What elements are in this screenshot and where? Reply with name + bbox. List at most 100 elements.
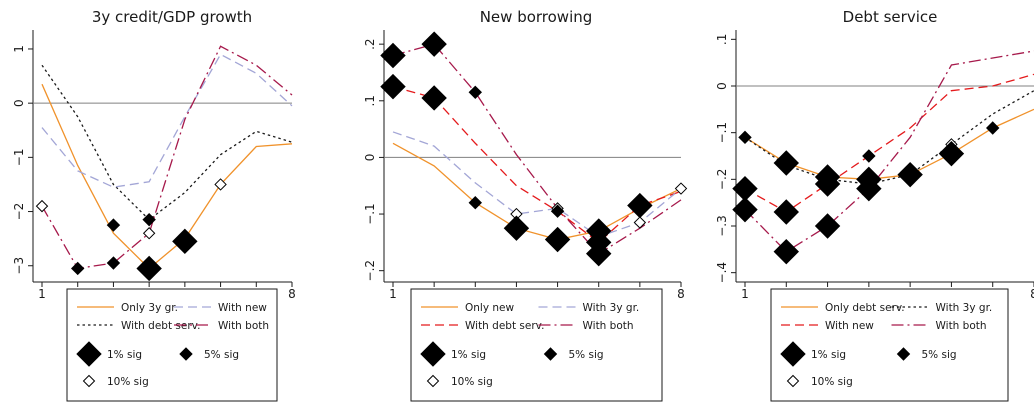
series-line-1: [41, 83, 293, 270]
sig-marker-5pct: [862, 149, 876, 163]
chart-title: Debt service: [843, 8, 938, 26]
legend-sig-5pct-label: 5% sig: [922, 349, 957, 361]
legend-sig-1pct-icon: [76, 341, 102, 367]
legend: Only new With 3y gr. With debt serv. With b…: [410, 288, 663, 402]
legend-label: Only new: [465, 302, 515, 314]
y-tick-label: −2: [12, 203, 26, 221]
y-tick-label: 0: [715, 82, 729, 90]
y-tick-label: .2: [363, 38, 377, 49]
legend-sig-1pct-label: 1% sig: [811, 349, 846, 361]
y-tick-label: 0: [12, 99, 26, 107]
sig-marker-1pct: [421, 31, 447, 57]
sig-marker-5pct: [142, 212, 156, 227]
chart-title: New borrowing: [480, 8, 593, 26]
legend-sig-10pct-label: 10% sig: [451, 376, 493, 388]
sig-marker-1pct: [544, 226, 571, 253]
legend-sig-5pct-icon: [179, 347, 193, 361]
series-line-3: [392, 131, 682, 238]
sig-marker-1pct: [172, 228, 198, 255]
sig-marker-10pct: [142, 227, 156, 240]
y-tick-label: −.2: [715, 169, 729, 191]
chart-panel-3: Debt service.10−.1−.2−.3−.412345678Horiz…: [715, 8, 1034, 402]
legend-label: With new: [218, 302, 267, 314]
legend-sig-1pct-icon: [420, 341, 446, 367]
series-line-2: [744, 73, 1034, 213]
legend-sig-5pct-label: 5% sig: [569, 349, 604, 361]
x-tick-label: 1: [38, 287, 46, 301]
sig-marker-10pct: [214, 178, 227, 191]
legend-sig-10pct-icon: [82, 374, 96, 388]
legend-label: With both: [936, 320, 987, 332]
legend-sig-10pct-label: 10% sig: [811, 376, 853, 388]
sig-marker-1pct: [814, 213, 841, 239]
sig-marker-5pct: [71, 261, 85, 276]
y-tick-label: .1: [363, 95, 377, 106]
legend-sig-5pct-icon: [543, 347, 558, 361]
sig-marker-5pct: [106, 256, 121, 270]
legend-label: With both: [583, 320, 634, 332]
x-tick-label: 8: [677, 287, 685, 301]
sig-marker-5pct: [738, 130, 752, 145]
sig-marker-10pct: [674, 182, 688, 195]
legend: Only debt serv. With 3y gr. With new With b…: [770, 288, 1009, 402]
sig-marker-5pct: [550, 204, 565, 218]
sig-marker-1pct: [136, 255, 162, 282]
series-line-2: [392, 86, 682, 244]
series-line-4: [41, 45, 293, 270]
y-tick-label: −.2: [363, 260, 377, 282]
legend-label: With debt serv.: [121, 320, 200, 332]
x-tick-label: 1: [741, 287, 749, 301]
legend-sig-10pct-icon: [426, 374, 440, 388]
series-line-2: [41, 64, 293, 221]
x-tick-label: 1: [389, 287, 397, 301]
y-tick-label: .1: [715, 34, 729, 45]
sig-marker-1pct: [586, 240, 612, 267]
sig-marker-5pct: [986, 121, 1000, 135]
legend-label: With debt serv.: [465, 320, 544, 332]
sig-marker-1pct: [627, 192, 653, 219]
legend-label: With new: [825, 320, 874, 332]
legend-sig-10pct-label: 10% sig: [107, 376, 149, 388]
legend-box: [770, 288, 1009, 402]
series-line-4: [392, 43, 682, 255]
legend-label: With both: [218, 320, 269, 332]
series-line-3: [41, 53, 293, 188]
y-tick-label: −3: [12, 257, 26, 275]
y-tick-label: −.4: [715, 262, 729, 284]
chart-panel-2: New borrowing.2.10−.1−.212345678HorizonO…: [363, 8, 688, 402]
y-tick-label: −.1: [363, 203, 377, 225]
y-tick-label: −.1: [715, 122, 729, 144]
sig-marker-1pct: [938, 140, 965, 167]
chart-title: 3y credit/GDP growth: [92, 8, 252, 26]
y-tick-label: 0: [363, 154, 377, 162]
y-tick-label: 1: [12, 45, 26, 53]
sig-marker-1pct: [732, 196, 758, 223]
y-tick-label: −.3: [715, 215, 729, 237]
sig-marker-1pct: [380, 42, 406, 69]
sig-marker-5pct: [468, 196, 482, 210]
legend-sig-5pct-icon: [896, 347, 911, 361]
sig-marker-1pct: [503, 215, 530, 241]
sig-marker-10pct: [633, 216, 647, 229]
legend-box: [410, 288, 663, 402]
y-tick-label: −1: [12, 149, 26, 167]
legend: Only 3y gr. With new With debt serv. With b…: [66, 288, 278, 402]
legend-label: Only 3y gr.: [121, 302, 178, 314]
legend-sig-1pct-label: 1% sig: [451, 349, 486, 361]
legend-label: With 3y gr.: [936, 302, 993, 314]
sig-marker-1pct: [773, 238, 799, 265]
sig-marker-5pct: [106, 218, 121, 232]
x-tick-label: 8: [288, 287, 296, 301]
legend-label: With 3y gr.: [583, 302, 640, 314]
sig-marker-1pct: [773, 199, 799, 225]
legend-label: Only debt serv.: [825, 302, 905, 314]
sig-marker-1pct: [897, 161, 923, 188]
chart-panel-1: 3y credit/GDP growth10−1−2−312345678Hori…: [12, 8, 296, 402]
sig-marker-1pct: [856, 175, 882, 202]
legend-sig-10pct-icon: [786, 374, 800, 388]
sig-marker-10pct: [35, 199, 49, 213]
sig-marker-1pct: [814, 171, 841, 197]
legend-sig-1pct-icon: [780, 341, 806, 367]
legend-box: [66, 288, 278, 402]
